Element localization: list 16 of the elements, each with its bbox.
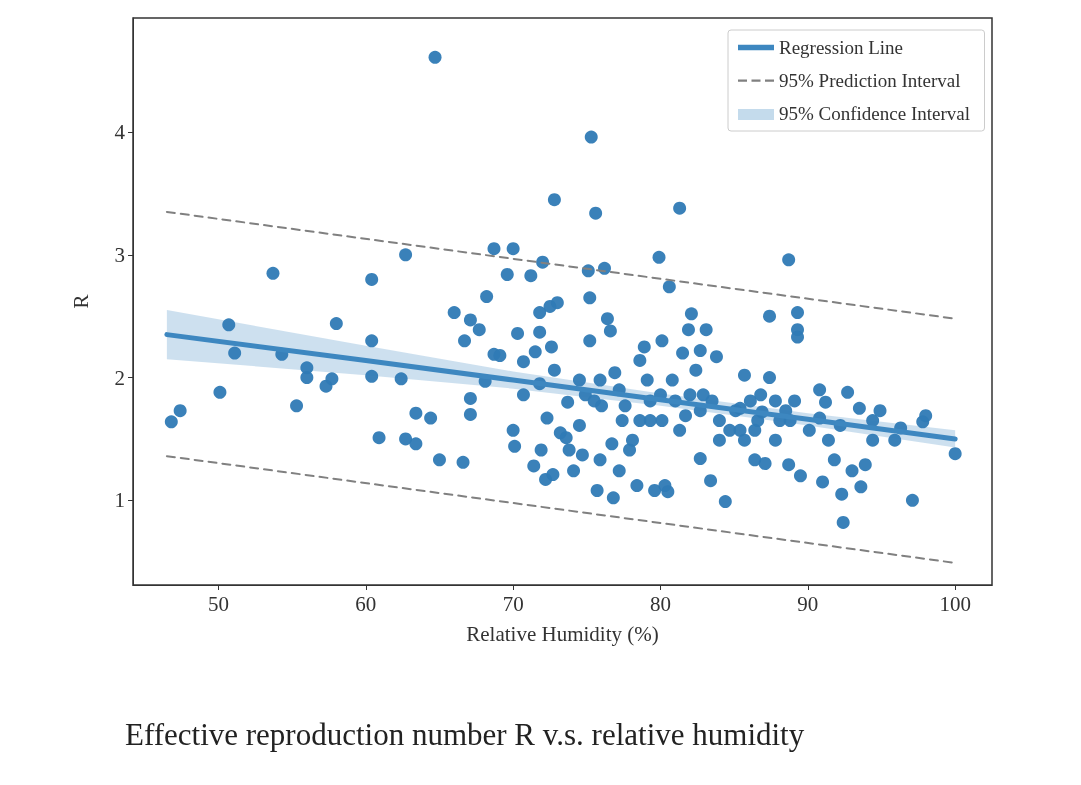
y-tick-label: 1	[114, 488, 125, 513]
annotation: 95% Confidence Interval	[779, 103, 970, 125]
y-tick-label: 2	[114, 365, 125, 390]
x-tick-label: 80	[649, 591, 671, 616]
y-tick-label: 4	[114, 120, 126, 145]
text: Effective reproduction number R v.s. relative humidity	[125, 717, 805, 752]
legend-label: Regression Line	[779, 37, 904, 58]
y-tick-label: 3	[114, 242, 125, 267]
x-tick-label: 60	[355, 591, 377, 616]
x-tick-label: 90	[797, 591, 819, 616]
x-tick-label: 50	[207, 591, 229, 616]
x-tick-label: 70	[502, 591, 524, 616]
x-tick-label: 100	[939, 591, 971, 616]
y-axis-title: R	[68, 294, 93, 309]
legend-label: 95% Prediction Interval	[779, 70, 961, 91]
x-axis-title: Relative Humidity (%)	[466, 621, 659, 646]
